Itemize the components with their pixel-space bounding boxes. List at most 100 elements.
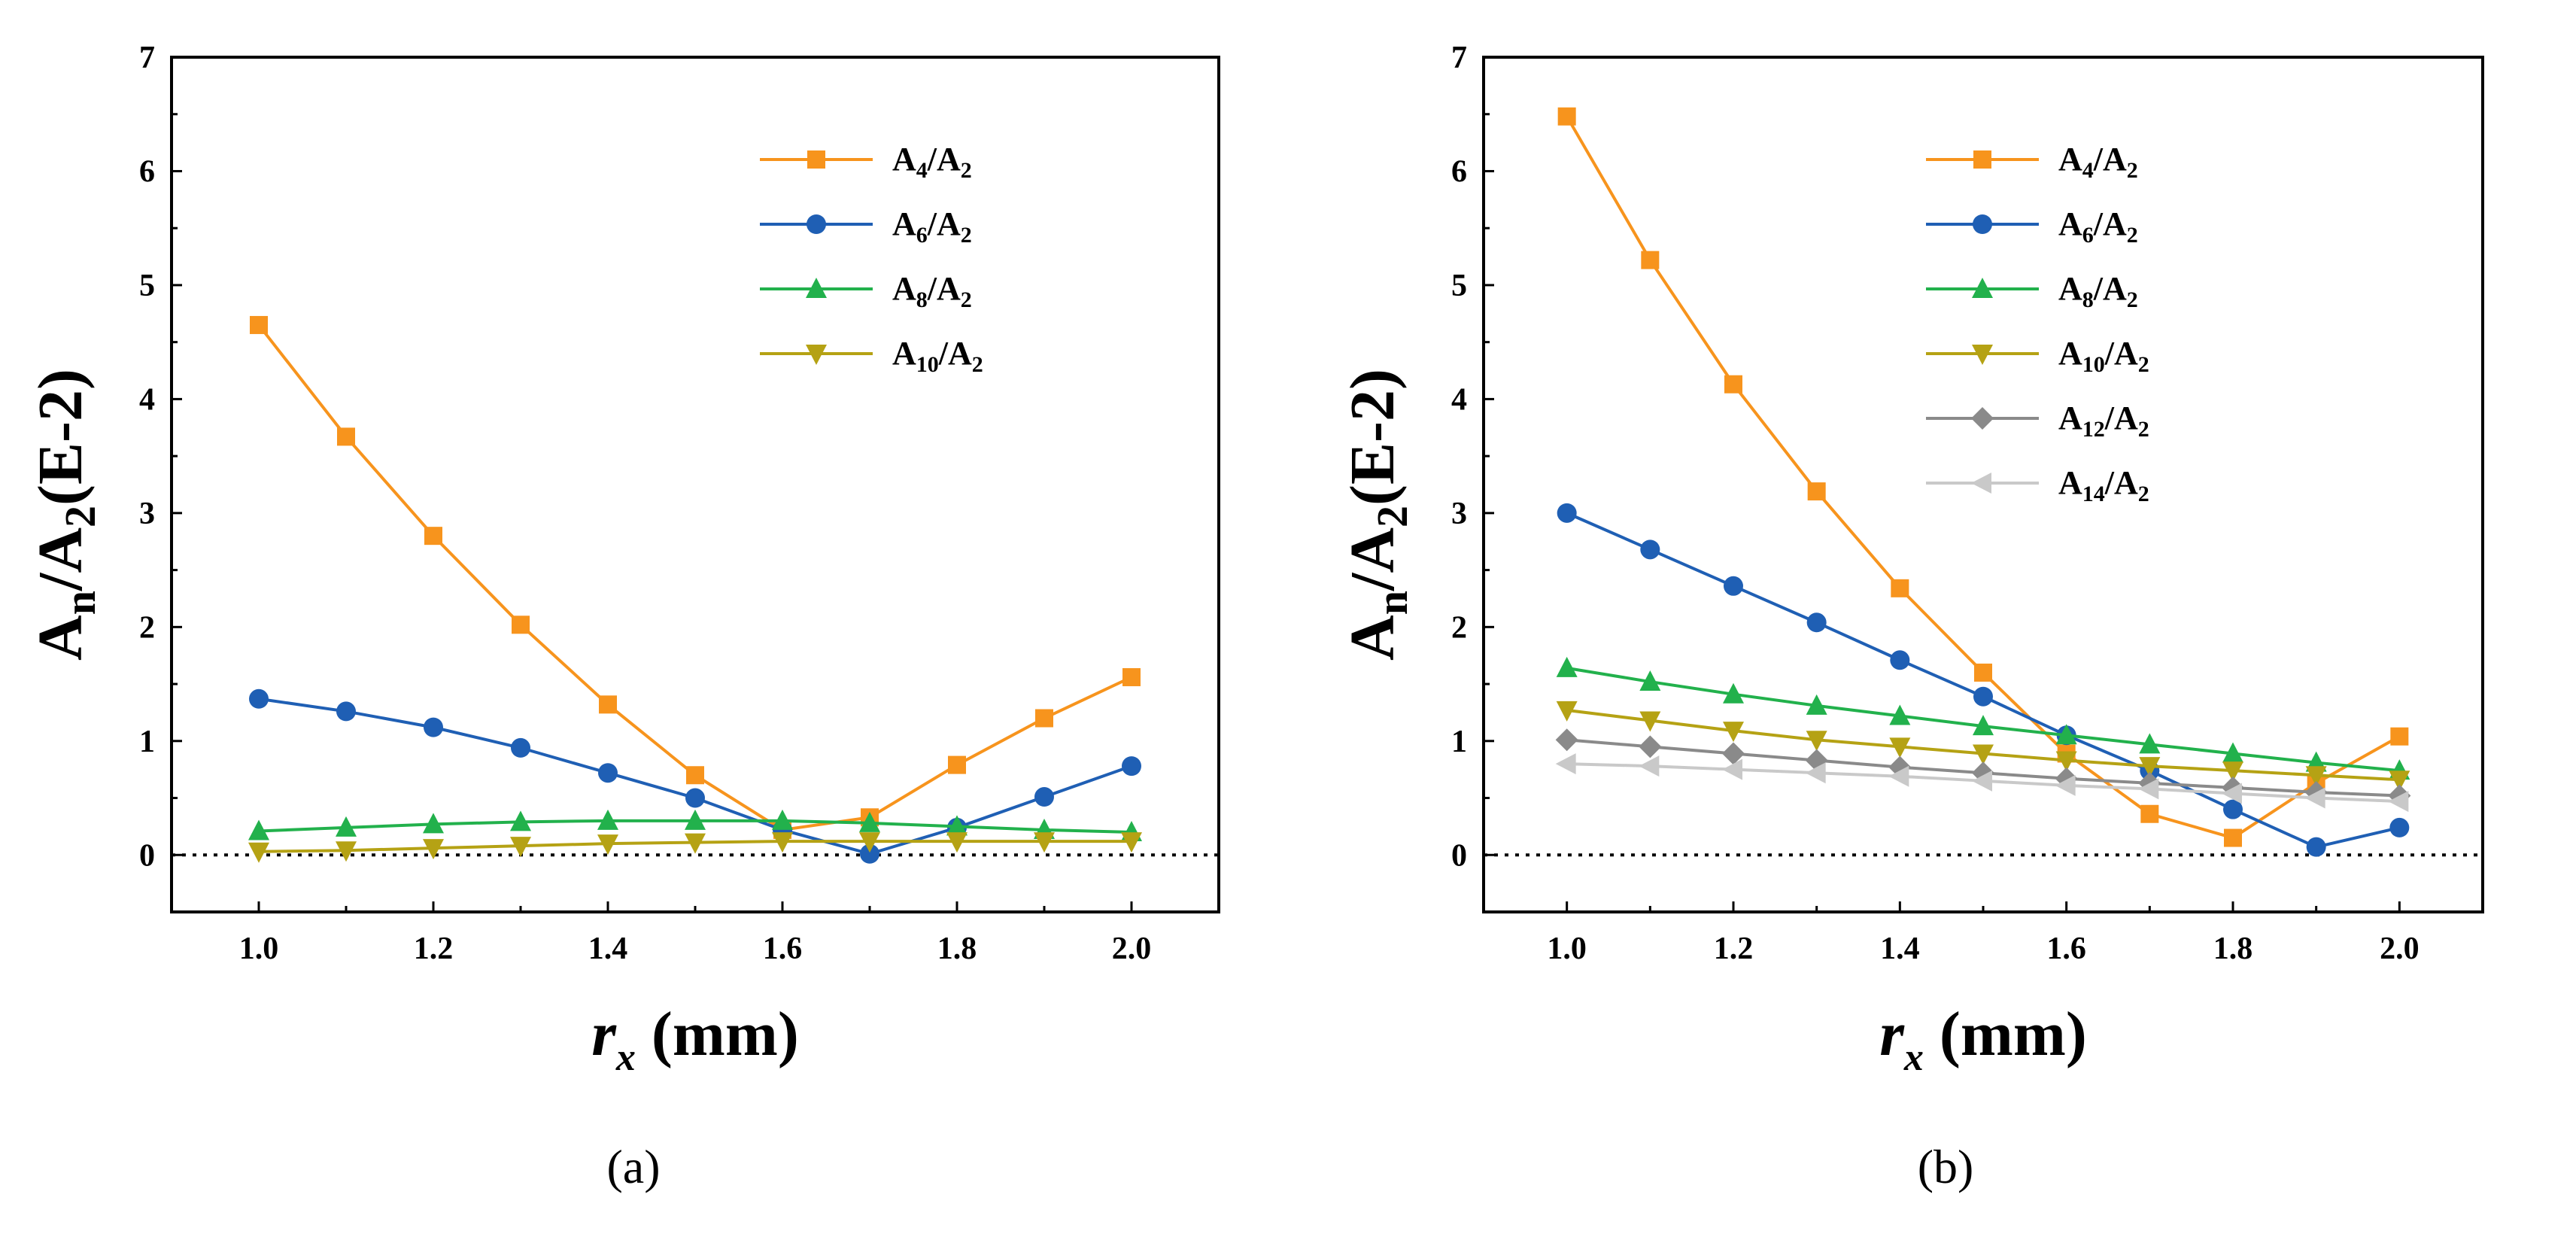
- data-point-A8: [1556, 656, 1578, 677]
- legend-marker-A10: [806, 345, 827, 365]
- data-point-A14: [1805, 762, 1826, 784]
- data-point-A10: [2389, 770, 2410, 792]
- data-point-A14: [1888, 765, 1909, 787]
- data-point-A6: [1724, 576, 1743, 596]
- legend-label-A10: A10/A2: [2058, 335, 2149, 377]
- legend-marker-A12: [1971, 407, 1994, 430]
- panel-label: (b): [1918, 1140, 1974, 1193]
- data-point-A8: [1889, 704, 1911, 725]
- legend-label-A14: A14/A2: [2058, 464, 2149, 506]
- data-point-A14: [1722, 758, 1742, 780]
- legend-marker-A10: [1972, 345, 1993, 365]
- x-tick-label: 1.6: [763, 932, 803, 966]
- data-point-A10: [1639, 711, 1661, 732]
- data-point-A6: [1122, 756, 1141, 777]
- legend-label-A4: A4/A2: [2058, 141, 2138, 183]
- legend-marker-A6: [1973, 214, 1992, 234]
- data-point-A14: [1639, 755, 1660, 777]
- data-point-A14: [2222, 783, 2242, 804]
- y-tick-label: 2: [1451, 610, 1467, 645]
- legend-label-A6: A6/A2: [2058, 205, 2138, 248]
- data-point-A4: [512, 615, 530, 634]
- data-point-A4: [2140, 804, 2159, 823]
- data-point-A10: [772, 832, 793, 853]
- data-point-A10: [1973, 744, 1994, 765]
- data-point-A6: [685, 788, 705, 808]
- legend-label-A4: A4/A2: [892, 141, 972, 183]
- data-point-A6: [1973, 686, 1993, 707]
- data-point-A12: [1555, 728, 1578, 752]
- data-point-A4: [1557, 107, 1576, 126]
- data-point-A4: [1891, 579, 1909, 597]
- legend-marker-A14: [1971, 473, 1991, 494]
- y-tick-label: 7: [139, 41, 155, 75]
- x-tick-label: 1.4: [1880, 932, 1920, 966]
- data-point-A14: [1555, 753, 1576, 775]
- legend-marker-A4: [1973, 150, 1991, 169]
- chart-panel-b: 0 1 2 3 4 5 6 7 1.0 1.2 1.4 1.6 1.8 2.0 A4/A2 A6/A2 A8/A…: [1338, 41, 2484, 1193]
- y-tick-label: 5: [1451, 269, 1467, 303]
- data-point-A4: [1035, 709, 1053, 728]
- data-point-A14: [2304, 787, 2325, 809]
- y-tick-label: 7: [1451, 41, 1467, 75]
- data-point-A6: [336, 701, 356, 722]
- data-point-A14: [1972, 770, 1992, 792]
- data-point-A4: [250, 315, 268, 334]
- data-point-A6: [511, 737, 530, 758]
- x-tick-label: 2.0: [1112, 932, 1152, 966]
- series-line-A4: [257, 324, 1132, 832]
- data-point-A6: [249, 688, 269, 709]
- data-point-A8: [1806, 694, 1827, 715]
- data-point-A4: [337, 427, 355, 446]
- data-point-A12: [1639, 735, 1662, 758]
- y-tick-label: 4: [139, 382, 155, 417]
- data-point-A10: [2222, 761, 2243, 783]
- legend-marker-A8: [806, 278, 827, 298]
- data-point-A10: [423, 839, 444, 860]
- x-tick-label: 1.6: [2046, 932, 2086, 966]
- data-point-A4: [424, 527, 442, 546]
- data-point-A4: [1724, 375, 1742, 394]
- data-point-A6: [1806, 612, 1827, 633]
- x-tick-label: 1.8: [2213, 932, 2253, 966]
- data-point-A6: [2389, 817, 2410, 837]
- legend: A4/A2 A6/A2 A8/A2 A10/A2 A12/A2 A14/A2: [1926, 141, 2149, 506]
- data-point-A8: [772, 809, 793, 830]
- y-tick-label: 6: [1451, 154, 1467, 189]
- y-tick-label: 0: [1451, 838, 1467, 873]
- data-point-A10: [2139, 757, 2161, 778]
- y-tick-label: 1: [1451, 725, 1467, 759]
- series-A10: [248, 832, 1142, 863]
- x-axis-title: rx (mm): [1879, 999, 2087, 1079]
- chart-panel-a: 0 1 2 3 4 5 6 7 1.0 1.2 1.4 1.6 1.8 2.0 A4/A2 A6/A2 A8/A…: [26, 41, 1220, 1193]
- data-point-A10: [1121, 832, 1142, 853]
- data-point-A8: [597, 809, 618, 830]
- series-A14: [1555, 753, 2409, 813]
- data-point-A14: [2055, 774, 2076, 796]
- plot-frame: [1482, 56, 2484, 913]
- y-tick-label: 1: [139, 725, 155, 759]
- data-point-A10: [1806, 731, 1827, 752]
- data-point-A10: [1723, 722, 1744, 743]
- data-point-A8: [1639, 670, 1661, 691]
- data-point-A10: [859, 832, 880, 853]
- data-point-A10: [336, 841, 357, 862]
- data-point-A4: [2390, 727, 2409, 746]
- y-tick-label: 3: [139, 497, 155, 531]
- y-tick-label: 4: [1451, 382, 1467, 417]
- data-point-A8: [685, 809, 706, 830]
- data-point-A4: [686, 766, 704, 785]
- x-tick-label: 1.0: [239, 932, 279, 966]
- y-tick-label: 2: [139, 610, 155, 645]
- data-point-A4: [1641, 251, 1660, 269]
- legend: A4/A2 A6/A2 A8/A2 A10/A2: [760, 141, 983, 377]
- data-point-A10: [1034, 832, 1055, 853]
- x-tick-label: 1.2: [1714, 932, 1754, 966]
- data-point-A6: [1034, 787, 1054, 807]
- data-point-A8: [510, 810, 531, 831]
- legend-marker-A8: [1972, 278, 1993, 298]
- x-tick-label: 1.0: [1547, 932, 1587, 966]
- legend-label-A12: A12/A2: [2058, 400, 2149, 442]
- data-point-A12: [1722, 742, 1745, 765]
